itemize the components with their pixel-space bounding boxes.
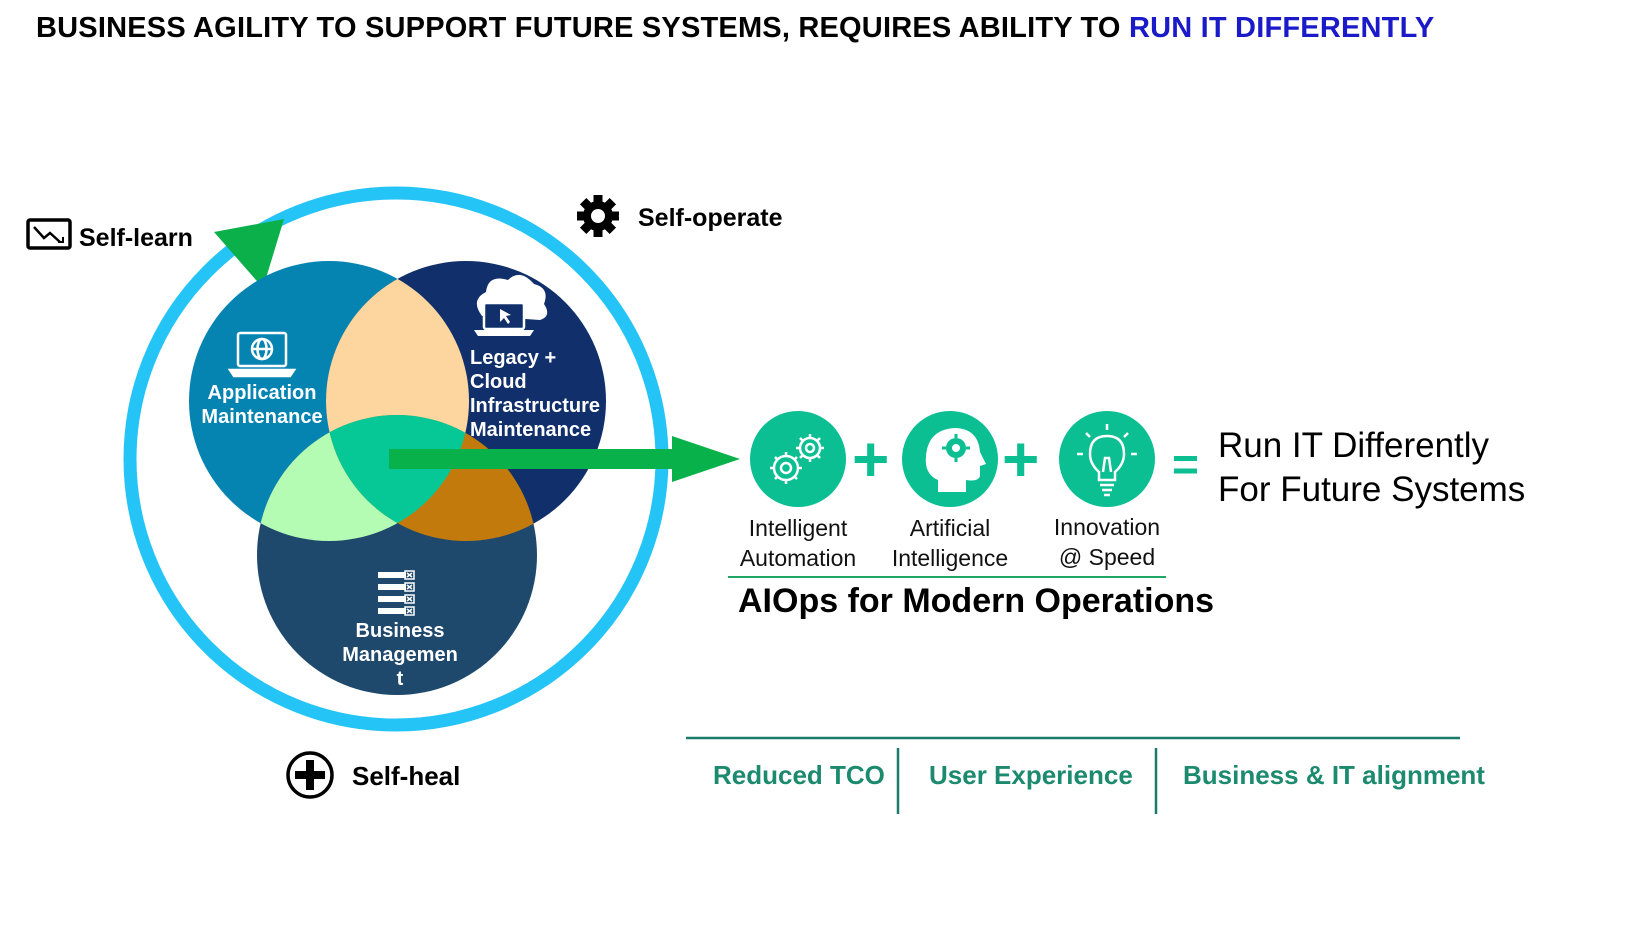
caption-is-line1: Innovation [1053, 514, 1161, 540]
caption-ai-line1: Artificial [909, 515, 991, 541]
benefit-reduced-tco: Reduced TCO [713, 760, 885, 790]
venn-label-application: Application Maintenance [196, 381, 328, 429]
venn-infra-line4: Maintenance [470, 419, 592, 441]
venn-business-line1: Business [355, 620, 445, 642]
lightbulb-icon [1059, 411, 1155, 507]
laptop-globe-icon [227, 331, 297, 378]
monitor-chart-icon [26, 218, 72, 250]
venn-label-infrastructure: Legacy + Cloud Infrastructure Maintenanc… [470, 346, 605, 442]
head-gear-icon [902, 411, 998, 507]
plus-sign-2: + [1002, 423, 1040, 495]
gears-icon [750, 411, 846, 507]
venn-infra-line2: Cloud [470, 371, 527, 393]
cycle-arrowhead [214, 219, 284, 288]
benefit-user-experience: User Experience [929, 760, 1133, 790]
venn-label-business: Business Managemen t [330, 619, 470, 691]
page-title: BUSINESS AGILITY TO SUPPORT FUTURE SYSTE… [36, 12, 1434, 45]
caption-ia-line2: Automation [739, 545, 857, 571]
venn-diagram [189, 261, 606, 695]
caption-intelligent-automation: Intelligent Automation [728, 513, 868, 573]
self-heal-label: Self-heal [352, 761, 461, 791]
venn-infra-line1: Legacy + [470, 347, 557, 369]
plus-sign-1: + [852, 423, 890, 495]
cloud-laptop-icon [474, 274, 548, 336]
caption-artificial-intelligence: Artificial Intelligence [879, 513, 1021, 573]
equals-sign: = [1172, 438, 1199, 490]
venn-business-line3: t [396, 668, 404, 690]
venn-application-line2: Maintenance [201, 406, 323, 428]
venn-application-line1: Application [207, 382, 317, 404]
caption-ai-line2: Intelligence [891, 545, 1009, 571]
venn-infra-line3: Infrastructure [470, 395, 601, 417]
gear-icon [577, 195, 619, 237]
benefit-business-it-alignment: Business & IT alignment [1183, 760, 1485, 790]
plus-circle-icon [286, 751, 334, 799]
title-prefix: BUSINESS AGILITY TO SUPPORT FUTURE SYSTE… [36, 12, 1129, 44]
flow-arrow [389, 436, 740, 482]
result-line1: Run IT Differently [1218, 426, 1490, 465]
caption-is-line2: @ Speed [1058, 544, 1156, 570]
venn-business-line2: Managemen [342, 644, 458, 666]
aiops-caption: AIOps for Modern Operations [738, 582, 1215, 620]
caption-ia-line1: Intelligent [748, 515, 848, 541]
self-operate-label: Self-operate [638, 204, 783, 232]
result-text: Run IT Differently For Future Systems [1218, 424, 1525, 512]
caption-innovation-speed: Innovation @ Speed [1040, 512, 1174, 572]
checklist-icon [378, 570, 415, 616]
self-learn-label: Self-learn [79, 224, 193, 252]
title-accent: RUN IT DIFFERENTLY [1128, 12, 1435, 44]
result-line2: For Future Systems [1218, 470, 1526, 509]
